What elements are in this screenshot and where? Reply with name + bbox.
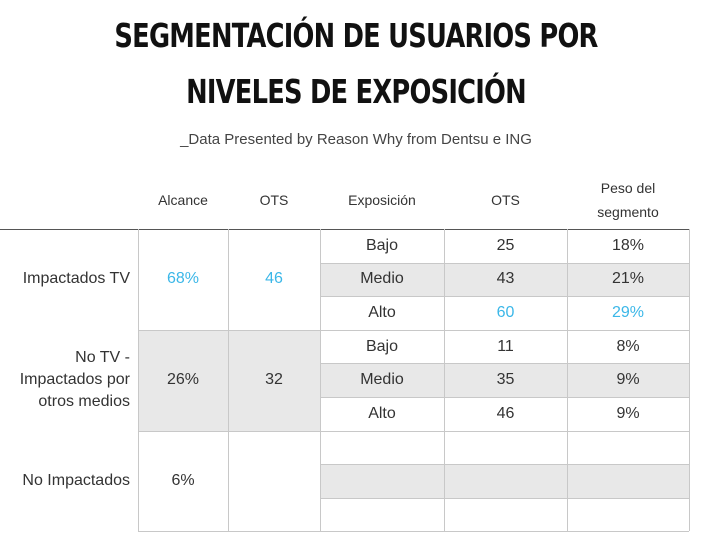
- grid-line: [138, 430, 689, 432]
- peso-value: 9%: [616, 404, 640, 422]
- segment-ots-value: [444, 498, 567, 532]
- segment-ots-value: 11: [497, 337, 514, 355]
- header-peso-line-1: Peso del: [600, 180, 656, 196]
- grid-line: [689, 229, 690, 532]
- peso-value: [567, 464, 689, 498]
- peso-value: 8%: [616, 337, 640, 355]
- grid-line: [320, 464, 689, 466]
- alcance-value: 6%: [171, 471, 195, 489]
- header-alcance: Alcance: [158, 192, 208, 208]
- peso-value: 29%: [611, 303, 645, 321]
- exposicion-value: Medio: [360, 371, 404, 389]
- grid-line: [138, 229, 139, 532]
- exposicion-value: Bajo: [365, 236, 399, 254]
- row-shade: [320, 363, 689, 397]
- table-top-rule: [0, 229, 689, 230]
- header-ots: OTS: [259, 192, 289, 208]
- segment-ots-value: 46: [496, 404, 515, 422]
- segment-ots-value: [444, 431, 567, 465]
- grid-line: [320, 296, 689, 298]
- subtitle: _Data Presented by Reason Why from Dents…: [180, 131, 532, 148]
- grid-line: [138, 531, 689, 533]
- ots-value: 32: [265, 371, 283, 389]
- segment-label: No Impactados: [22, 471, 130, 489]
- exposicion-value: Medio: [360, 270, 404, 288]
- exposicion-value: Alto: [368, 303, 396, 321]
- ots-value: [228, 431, 320, 532]
- peso-value: [567, 431, 689, 465]
- ots-value: 46: [265, 270, 283, 288]
- grid-line: [567, 229, 568, 532]
- grid-line: [320, 262, 689, 264]
- peso-value: 9%: [616, 371, 640, 389]
- segment-ots-value: 60: [496, 303, 515, 321]
- exposicion-value: [320, 498, 444, 532]
- peso-value: 21%: [611, 270, 645, 288]
- alcance-value: 68%: [166, 270, 200, 288]
- segment-ots-value: [444, 464, 567, 498]
- grid-line: [444, 229, 445, 532]
- grid-line: [320, 397, 689, 398]
- grid-line: [320, 497, 689, 499]
- segment-ots-value: 25: [496, 236, 515, 254]
- header-peso-line-2: segmento: [597, 204, 659, 220]
- grid-line: [320, 229, 321, 532]
- segment-label: No TV - Impactados por otros medios: [19, 349, 130, 411]
- exposicion-value: [320, 464, 444, 498]
- page-title-line-2: NIVELES DE EXPOSICIÓN: [186, 72, 527, 111]
- segment-ots-value: 35: [496, 371, 515, 389]
- page-title-line-1: SEGMENTACIÓN DE USUARIOS POR: [114, 16, 598, 55]
- header-exposicion: Exposición: [348, 192, 416, 208]
- peso-value: [567, 498, 689, 532]
- group-shade-alcance: [138, 329, 320, 431]
- row-shade: [320, 464, 689, 498]
- grid-line: [138, 329, 689, 331]
- exposicion-value: Bajo: [365, 337, 399, 355]
- grid-line: [320, 363, 689, 365]
- row-shade: [320, 262, 689, 297]
- alcance-value: 26%: [166, 371, 200, 389]
- segment-ots-value: 43: [496, 270, 515, 288]
- grid-line: [228, 229, 229, 532]
- segment-label: Impactados TV: [22, 270, 130, 288]
- exposicion-value: Alto: [368, 404, 396, 422]
- exposicion-value: [320, 431, 444, 465]
- peso-value: 18%: [611, 236, 645, 254]
- header-ots-segment: OTS: [491, 192, 520, 208]
